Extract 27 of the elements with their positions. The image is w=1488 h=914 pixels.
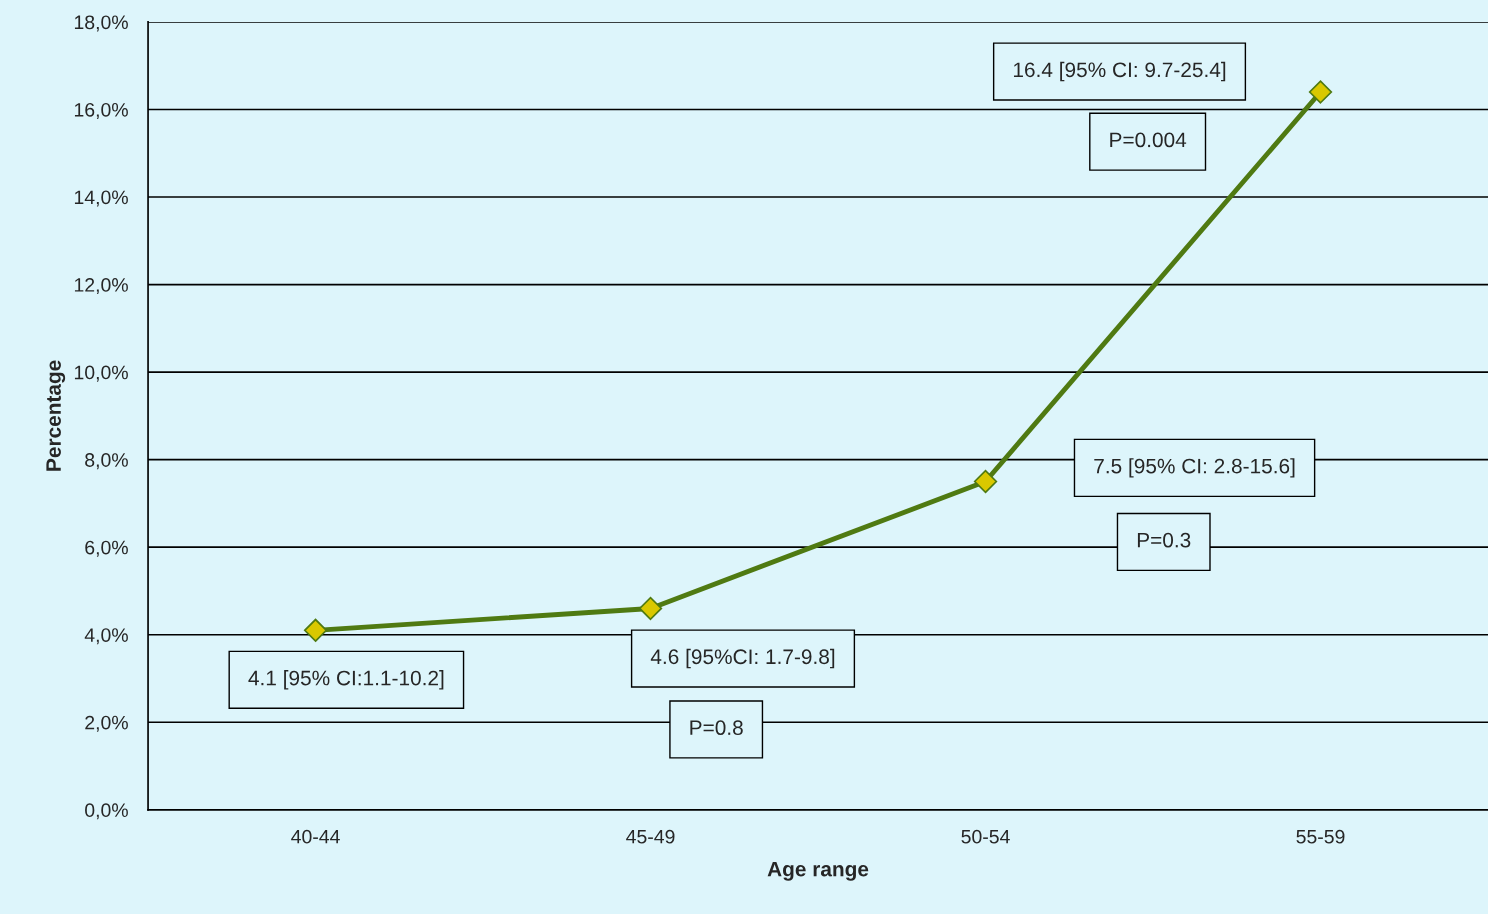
annotation: 4.1 [95% CI:1.1-10.2] [248,670,444,690]
annotation: P=0.004 [1110,132,1187,148]
y-tick-label: 18,0% [74,15,128,32]
y-tick-label: 2,0% [85,715,128,732]
y-tick-label: 4,0% [84,628,128,645]
point [973,469,998,494]
annotation: P=0.8 [690,720,743,736]
point [638,596,663,621]
y-axis-title: Percentage [46,360,66,471]
y-tick-label: 14,0% [74,190,128,207]
y-tick-label: 6,0% [85,540,128,557]
point [1308,80,1333,104]
y-tick-label: 12,0% [74,278,128,295]
y-tick-label: 0,0% [85,803,128,820]
y-tick-label: 10,0% [74,365,128,382]
x-tick-label: 50-54 [961,829,1010,844]
x-tick-label: 40-44 [291,829,340,844]
annotation: P=0.3 [1137,532,1191,548]
annotation: 7.5 [95% CI: 2.8-15.6] [1094,458,1295,478]
x-axis-title: Age range [767,861,869,881]
y-tick-label: 8,0% [85,453,128,470]
point [303,618,328,642]
annotation: 4.6 [95%CI: 1.7-9.8] [650,648,835,669]
x-tick-label: 55-59 [1296,829,1345,844]
y-tick-label: 16,0% [74,102,128,120]
annotation: 16.4 [95% CI: 9.7-25.4] [1013,61,1226,82]
x-tick-label: 45-49 [626,829,675,844]
